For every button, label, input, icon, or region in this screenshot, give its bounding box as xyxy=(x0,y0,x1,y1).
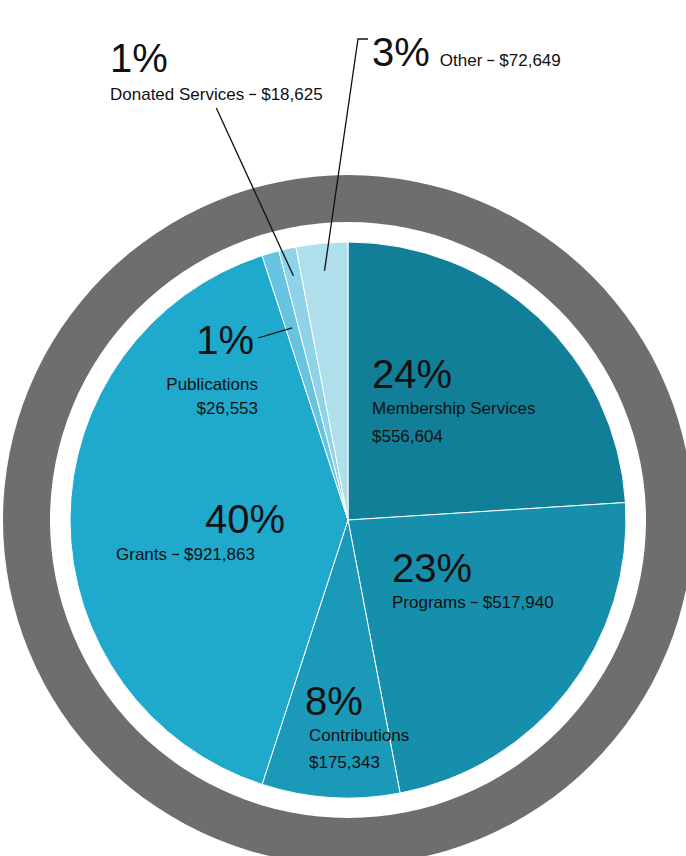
pie xyxy=(70,242,626,798)
leader-line xyxy=(325,39,369,271)
slice-name: Contributions xyxy=(309,726,409,745)
percent-label: 23% xyxy=(392,546,472,590)
percent-label: 40% xyxy=(205,497,285,541)
white-ring xyxy=(50,222,646,818)
label-dash xyxy=(487,60,494,61)
slice-amount: $517,940 xyxy=(483,593,554,612)
label-dash xyxy=(471,602,478,603)
percent-label: 1% xyxy=(110,36,168,80)
slice-amount: $556,604 xyxy=(372,427,443,446)
leader-line xyxy=(216,108,293,276)
label-dash xyxy=(172,554,179,555)
percent-label: 1% xyxy=(196,318,254,362)
slice-name: Programs xyxy=(392,593,466,612)
slice-amount: $18,625 xyxy=(261,85,322,104)
slice-name: Publications xyxy=(166,375,258,394)
slice-name: Other xyxy=(440,51,483,70)
slice-name: Grants xyxy=(116,545,167,564)
photo-ring xyxy=(3,175,686,856)
slice-name: Membership Services xyxy=(372,399,535,418)
label-dash xyxy=(249,94,256,95)
leader-line xyxy=(258,328,292,338)
slice-name: Donated Services xyxy=(110,85,244,104)
percent-label: 3% xyxy=(372,30,430,74)
chart: 24% Membership Services $556,604 23% Program… xyxy=(0,0,686,856)
slice-amount: $72,649 xyxy=(499,51,560,70)
slice-amount: $175,343 xyxy=(309,753,380,772)
slice-amount: $26,553 xyxy=(197,399,258,418)
pie-slice xyxy=(296,242,348,520)
pie-slice xyxy=(348,242,625,520)
percent-label: 24% xyxy=(372,352,452,396)
percent-label: 8% xyxy=(305,679,363,723)
slice-amount: $921,863 xyxy=(184,545,255,564)
